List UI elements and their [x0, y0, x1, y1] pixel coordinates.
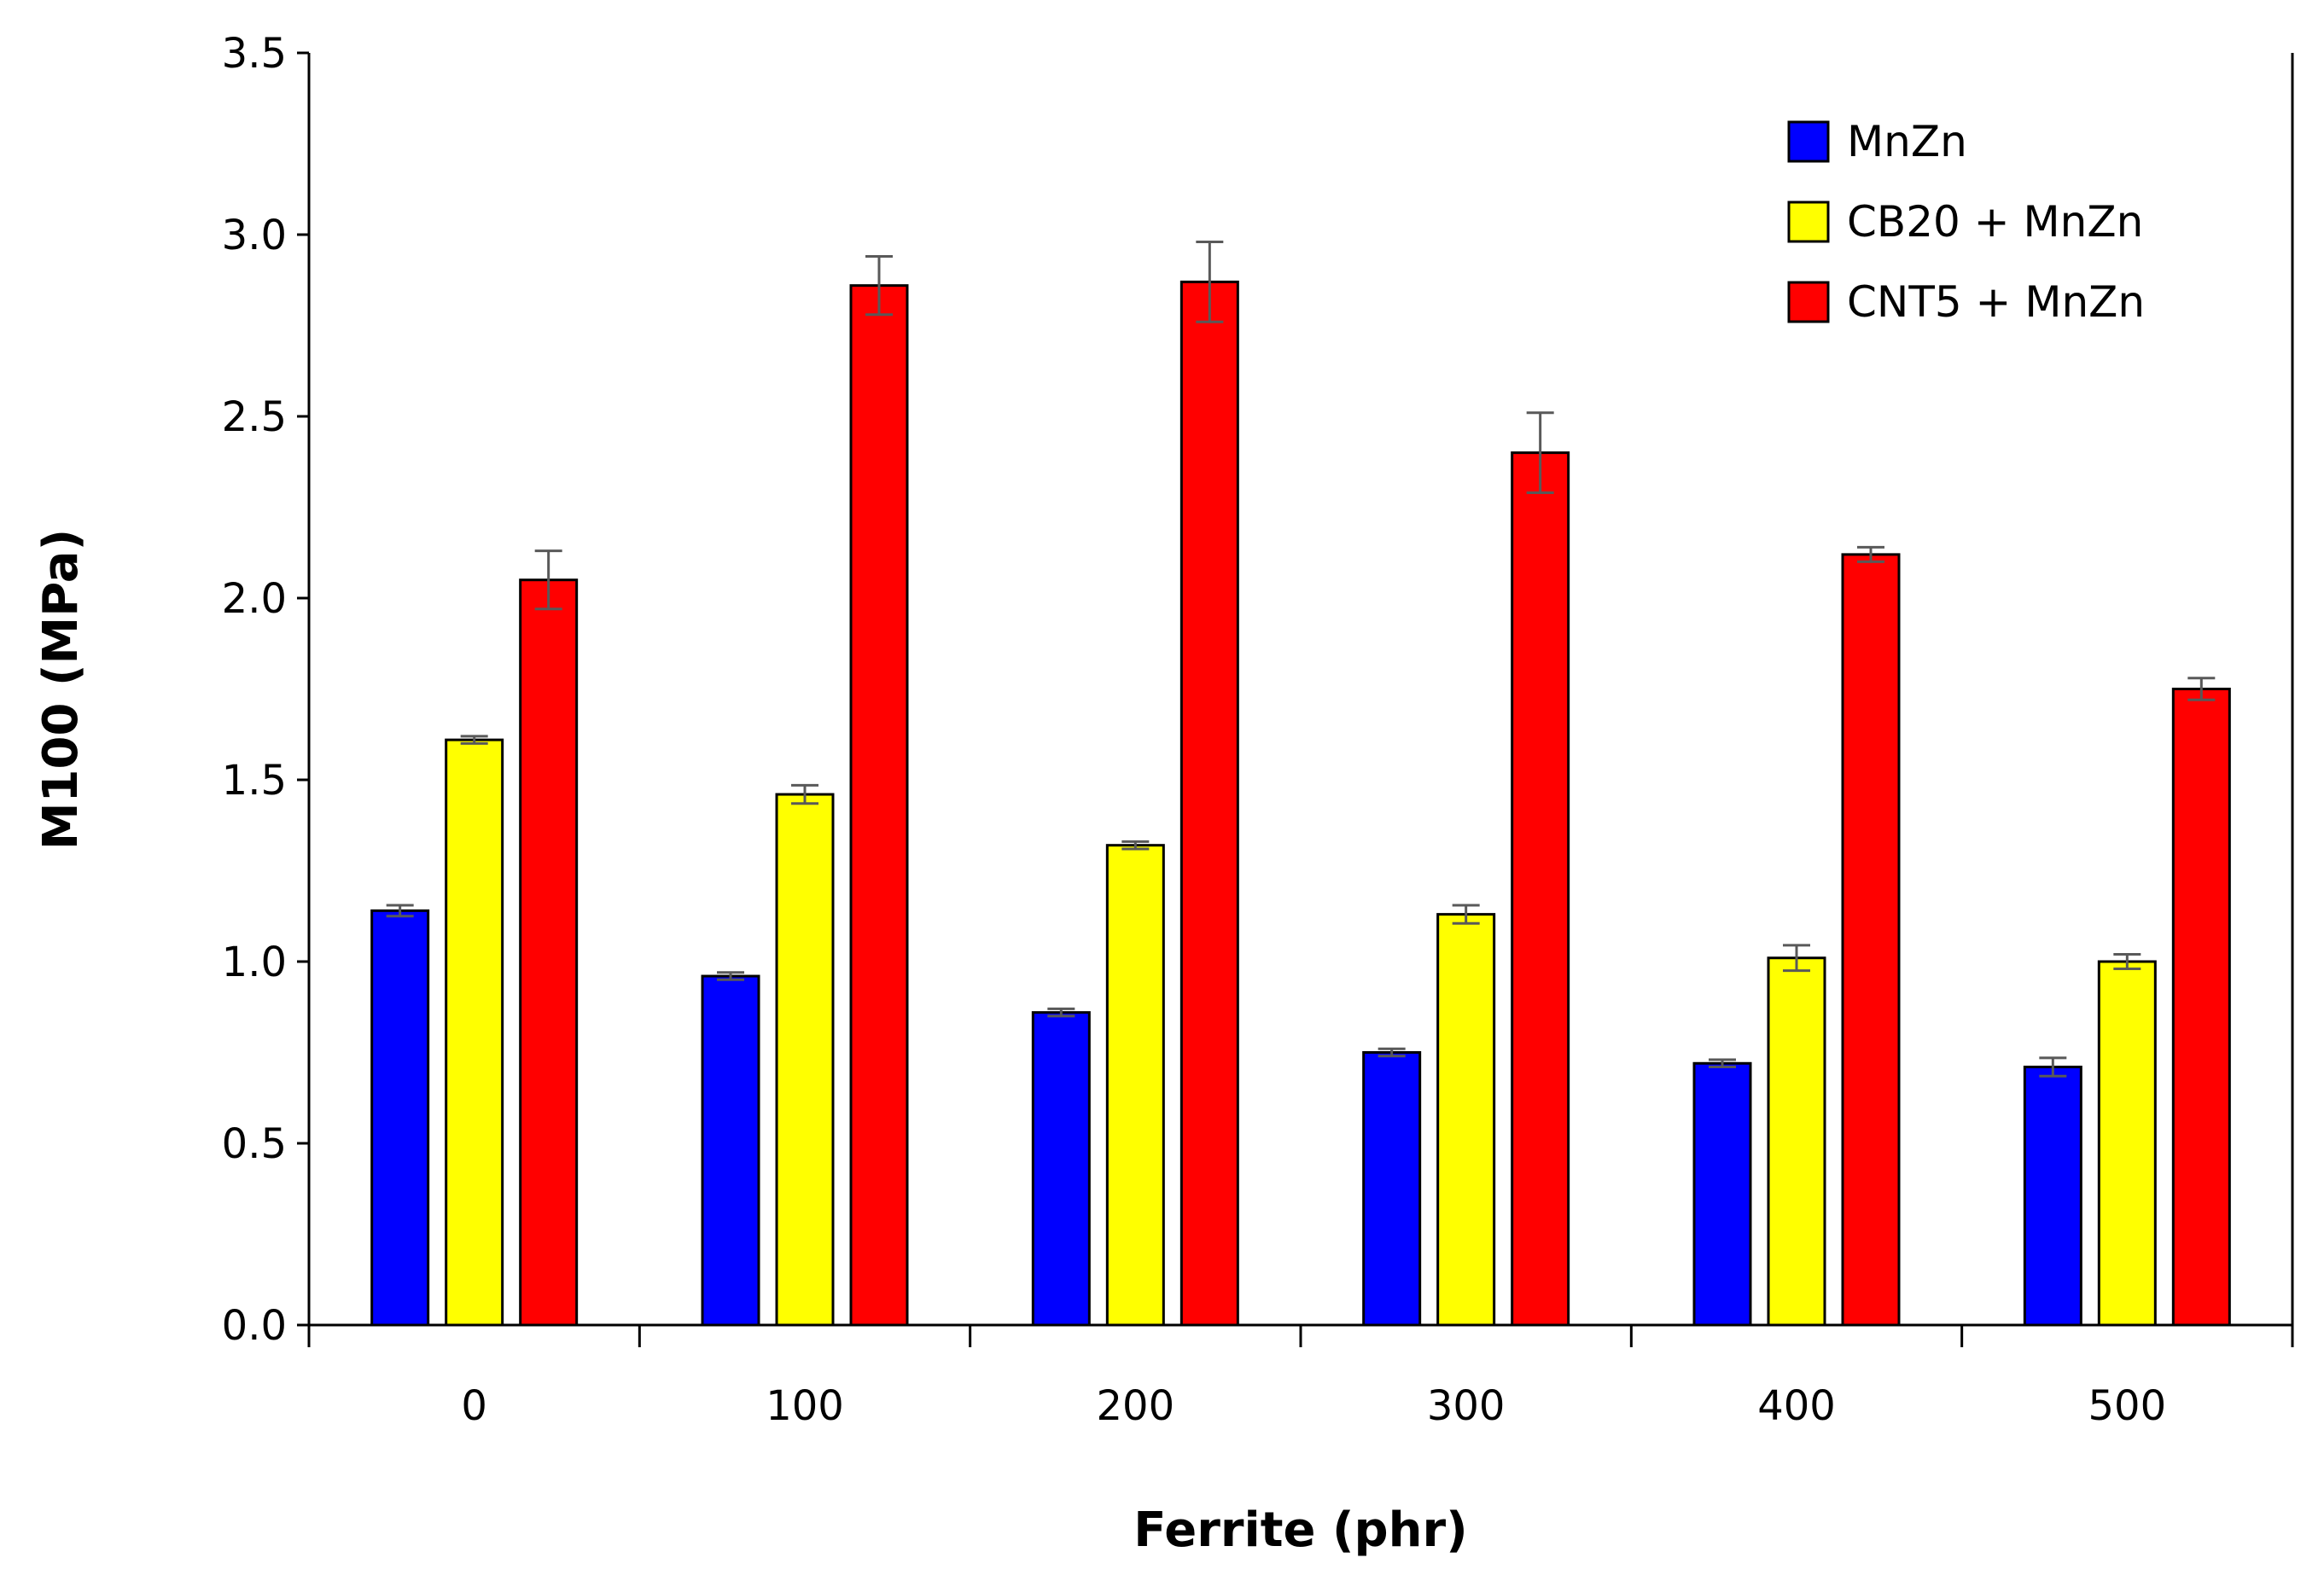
x-tick-label: 0 [461, 1382, 487, 1430]
y-tick-label: 2.5 [222, 393, 287, 441]
bar [2023, 1066, 2082, 1327]
x-tick-label: 300 [1427, 1382, 1506, 1430]
legend-label: CB20 + MnZn [1847, 197, 2143, 247]
legend-label: CNT5 + MnZn [1847, 277, 2145, 327]
bar [1179, 280, 1239, 1327]
y-tick-label: 0.5 [222, 1120, 287, 1168]
bar [1767, 956, 1826, 1327]
bar [2171, 688, 2231, 1327]
y-tick-label: 1.5 [222, 757, 287, 805]
y-axis-title: M100 (MPa) [33, 529, 89, 850]
x-tick-label: 200 [1097, 1382, 1175, 1430]
x-tick-label: 400 [1757, 1382, 1836, 1430]
legend-swatch [1787, 120, 1830, 163]
legend-label: MnZn [1847, 117, 1967, 166]
y-tick-label: 0.0 [222, 1302, 287, 1350]
bar [1841, 553, 1901, 1327]
bar [701, 974, 760, 1327]
x-tick-label: 500 [2088, 1382, 2167, 1430]
bar [1362, 1051, 1422, 1327]
bar [775, 793, 835, 1327]
error-bars-layer [386, 241, 2216, 1078]
bar [2097, 960, 2157, 1327]
bar [849, 284, 909, 1327]
bar [1511, 451, 1570, 1327]
bar [1436, 913, 1496, 1327]
y-tick-label: 2.0 [222, 575, 287, 623]
y-tick-label: 3.0 [222, 212, 287, 259]
bar [519, 578, 579, 1327]
y-tick-label: 3.5 [222, 30, 287, 78]
x-tick-label: 100 [766, 1382, 844, 1430]
y-ticks-layer: 0.0 0.5 1.0 1.5 2.0 2.5 3.0 3.5 [222, 30, 309, 1350]
bar [1105, 844, 1165, 1327]
bar [1692, 1061, 1752, 1327]
x-axis-title: Ferrite (phr) [1133, 1503, 1467, 1558]
legend-swatch [1787, 281, 1830, 323]
bar [1031, 1011, 1091, 1327]
bar [445, 738, 504, 1327]
bar [370, 909, 430, 1327]
legend-swatch [1787, 201, 1830, 243]
x-ticks-layer: 0 100 200 300 400 500 [307, 1325, 2294, 1430]
bars-layer [370, 280, 2231, 1327]
legend: MnZn CB20 + MnZn CNT5 + MnZn [1787, 117, 2145, 327]
y-tick-label: 1.0 [222, 939, 287, 986]
